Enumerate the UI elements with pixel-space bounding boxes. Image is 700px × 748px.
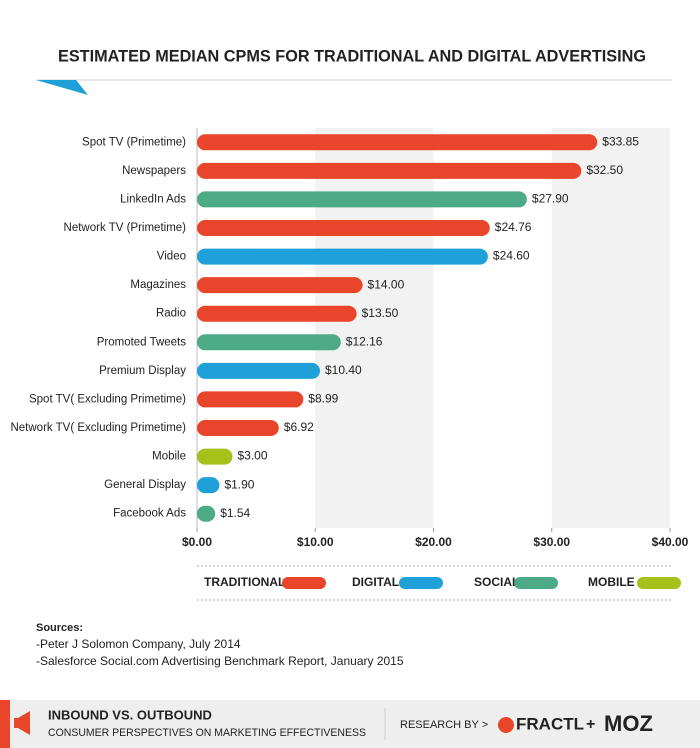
- value-label: $24.76: [495, 220, 532, 234]
- bar: [197, 448, 233, 465]
- megaphone-icon: [18, 711, 30, 735]
- bar: [197, 248, 488, 265]
- y-tick-label: Facebook Ads: [113, 508, 186, 520]
- value-label: $24.60: [493, 249, 530, 263]
- bar: [197, 277, 363, 294]
- plus: +: [586, 716, 595, 733]
- brand: MOZ: [604, 711, 653, 736]
- value-label: $27.90: [532, 192, 569, 206]
- title-accent: [36, 80, 88, 95]
- bar: [197, 134, 598, 151]
- value-label: $3.00: [237, 449, 267, 463]
- research-by: RESEARCH BY >: [400, 719, 488, 731]
- y-tick-label: LinkedIn Ads: [120, 193, 186, 205]
- value-label: $13.50: [362, 306, 399, 320]
- footer-accent: [0, 700, 10, 748]
- y-tick-label: Promoted Tweets: [97, 336, 187, 348]
- x-tick-label: $40.00: [652, 535, 689, 549]
- value-label: $1.90: [224, 477, 254, 491]
- bar: [197, 391, 304, 408]
- x-tick-label: $0.00: [182, 535, 212, 549]
- footer-title: INBOUND VS. OUTBOUND: [48, 707, 212, 722]
- value-label: $6.92: [284, 420, 314, 434]
- value-label: $1.54: [220, 506, 250, 520]
- legend-swatch: [637, 577, 681, 589]
- plot-band: [551, 128, 670, 528]
- y-tick-label: Network TV( Excluding Primetime): [10, 422, 186, 434]
- source: -Peter J Solomon Company, July 2014: [36, 637, 241, 651]
- legend-label: SOCIAL: [474, 575, 519, 589]
- bar: [197, 162, 582, 179]
- footer: [0, 700, 700, 748]
- bar: [197, 220, 490, 236]
- bar: [197, 334, 341, 351]
- legend-swatch: [514, 577, 558, 589]
- y-tick-label: Video: [157, 251, 186, 263]
- bar: [197, 420, 279, 436]
- y-tick-label: General Display: [104, 479, 186, 491]
- y-tick-label: Magazines: [130, 279, 186, 291]
- chart-title: ESTIMATED MEDIAN CPMS FOR TRADITIONAL AN…: [58, 46, 646, 65]
- value-label: $12.16: [346, 334, 383, 348]
- y-tick-label: Spot TV( Excluding Primetime): [29, 393, 186, 405]
- bar: [197, 362, 320, 379]
- value-label: $8.99: [308, 392, 338, 406]
- y-tick-label: Network TV (Primetime): [64, 222, 187, 234]
- x-tick-label: $10.00: [297, 535, 334, 549]
- sources-heading: Sources:: [36, 622, 83, 634]
- y-tick-label: Mobile: [152, 451, 186, 463]
- source: -Salesforce Social.com Advertising Bench…: [36, 654, 404, 668]
- bar: [197, 505, 216, 522]
- value-label: $14.00: [368, 277, 405, 291]
- x-tick-label: $30.00: [533, 535, 570, 549]
- value-label: $33.85: [602, 134, 639, 148]
- legend-swatch: [399, 577, 443, 589]
- legend-label: DIGITAL: [352, 575, 399, 589]
- y-tick-label: Newspapers: [122, 165, 186, 177]
- y-tick-label: Spot TV (Primetime): [82, 136, 186, 148]
- value-label: $10.40: [325, 363, 362, 377]
- legend-label: TRADITIONAL: [204, 575, 285, 589]
- plot-band: [315, 128, 434, 528]
- y-tick-label: Radio: [156, 308, 186, 320]
- fractl-logo: [498, 717, 514, 733]
- x-tick-label: $20.00: [415, 535, 452, 549]
- footer-subtitle: CONSUMER PERSPECTIVES ON MARKETING EFFEC…: [48, 727, 366, 739]
- bar: [197, 305, 357, 322]
- brand: FRACTL: [516, 714, 584, 733]
- megaphone-icon: [14, 718, 19, 728]
- value-label: $32.50: [586, 163, 623, 177]
- legend-label: MOBILE: [588, 575, 635, 589]
- legend-swatch: [282, 577, 326, 589]
- bar: [197, 477, 220, 494]
- bar: [197, 191, 527, 208]
- y-tick-label: Premium Display: [99, 365, 186, 377]
